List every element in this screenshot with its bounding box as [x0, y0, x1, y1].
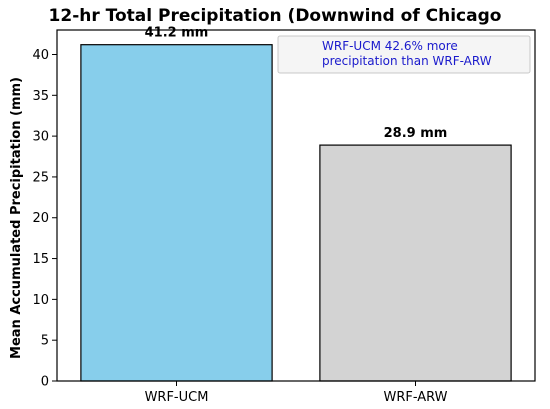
bars-group	[80, 44, 512, 382]
y-tick-label: 40	[32, 48, 49, 63]
x-tick-label: WRF-UCM	[145, 390, 209, 405]
bar-wrf-arw	[319, 144, 512, 382]
plot-frame	[56, 29, 536, 382]
bar-value-label: 28.9 mm	[384, 126, 448, 141]
y-tick-label: 35	[32, 89, 49, 104]
y-tick-label: 0	[41, 375, 49, 390]
y-axis-label: Mean Accumulated Precipitation (mm)	[9, 77, 24, 359]
bar-wrf-ucm	[80, 44, 273, 382]
y-tick-label: 20	[32, 211, 49, 226]
annotation-line-1: WRF-UCM 42.6% more	[322, 39, 458, 53]
annotation-line-2: precipitation than WRF-ARW	[322, 54, 492, 68]
y-axis-ticks: 0 5 10 15 20 25 30 35 40	[32, 48, 57, 390]
chart-title: 12-hr Total Precipitation (Downwind of C…	[49, 6, 502, 26]
bar-value-label: 41.2 mm	[145, 26, 209, 41]
annotation-box: WRF-UCM 42.6% more precipitation than WR…	[277, 35, 531, 74]
x-axis-ticks: WRF-UCM WRF-ARW	[145, 381, 448, 405]
y-tick-label: 25	[32, 170, 49, 185]
y-tick-label: 15	[32, 252, 49, 267]
annotation-box-frame	[277, 35, 531, 74]
y-tick-label: 30	[32, 130, 49, 145]
y-tick-label: 10	[32, 293, 49, 308]
x-tick-label: WRF-ARW	[383, 390, 447, 405]
y-tick-label: 5	[41, 334, 49, 349]
